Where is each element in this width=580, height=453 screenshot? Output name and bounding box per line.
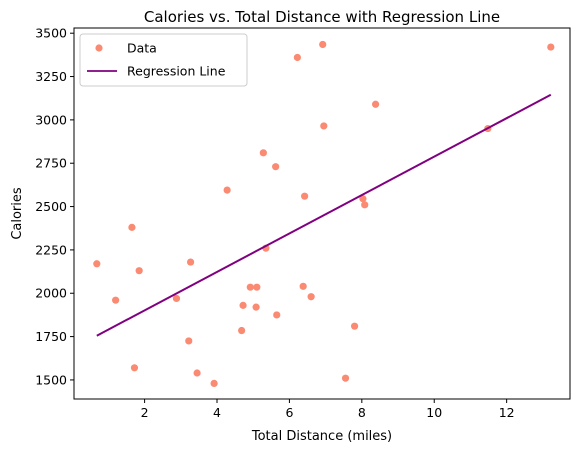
regression-line [96,93,552,337]
data-point [272,163,280,171]
data-point [371,100,380,108]
x-tick-label: 10 [426,405,442,420]
x-tick-label: 4 [213,405,221,420]
data-point [186,258,195,266]
x-tick-label: 6 [285,405,293,420]
data-point [319,40,327,49]
data-point [547,43,555,51]
y-tick-label: 2500 [35,199,67,214]
chart-title: Calories vs. Total Distance with Regress… [144,8,500,26]
data-point [112,296,120,304]
data-point [252,303,260,311]
data-point [293,53,301,62]
x-tick-label: 12 [499,405,515,420]
data-point [172,294,181,303]
data-point [93,260,101,268]
data-point [350,322,359,330]
y-tick-label: 3000 [35,112,67,127]
legend-label-data: Data [127,41,157,56]
data-point [341,374,350,382]
data-point [359,195,367,203]
data-point [185,337,193,345]
y-tick-label: 3250 [35,69,67,84]
data-point [239,301,247,309]
data-point [246,283,254,291]
y-axis-label: Calories [10,187,25,240]
data-point [238,326,246,335]
y-tick-label: 2000 [35,286,67,301]
data-point [210,379,218,387]
data-point [320,122,328,130]
data-point [135,267,143,275]
y-tick-label: 3500 [35,26,67,41]
y-tick-label: 1500 [35,372,67,387]
data-point [273,311,281,319]
y-tick-label: 2250 [35,242,67,257]
data-point [259,149,267,157]
data-point [253,283,261,291]
data-point [361,201,369,209]
x-axis: 2 4 6 8 10 12 [141,399,515,420]
x-axis-label: Total Distance (miles) [251,429,392,444]
data-point [307,293,315,301]
data-point [193,369,201,377]
data-point [299,282,307,290]
data-point [130,364,139,372]
legend-frame [79,33,248,87]
data-point [223,186,231,194]
data-point [128,223,136,231]
legend-marker-data [95,44,103,52]
y-tick-label: 1750 [35,329,67,344]
x-tick-label: 2 [141,405,149,420]
y-tick-label: 2750 [35,156,67,171]
plot-area [93,40,555,387]
legend-label-regression: Regression Line [127,64,226,79]
x-tick-label: 8 [358,405,366,420]
axes-frame [73,27,571,400]
y-axis: 1500 1750 2000 2250 2500 2750 3000 3250 3500 [35,26,74,387]
legend: Data Regression Line [79,33,248,87]
data-point [301,192,309,200]
